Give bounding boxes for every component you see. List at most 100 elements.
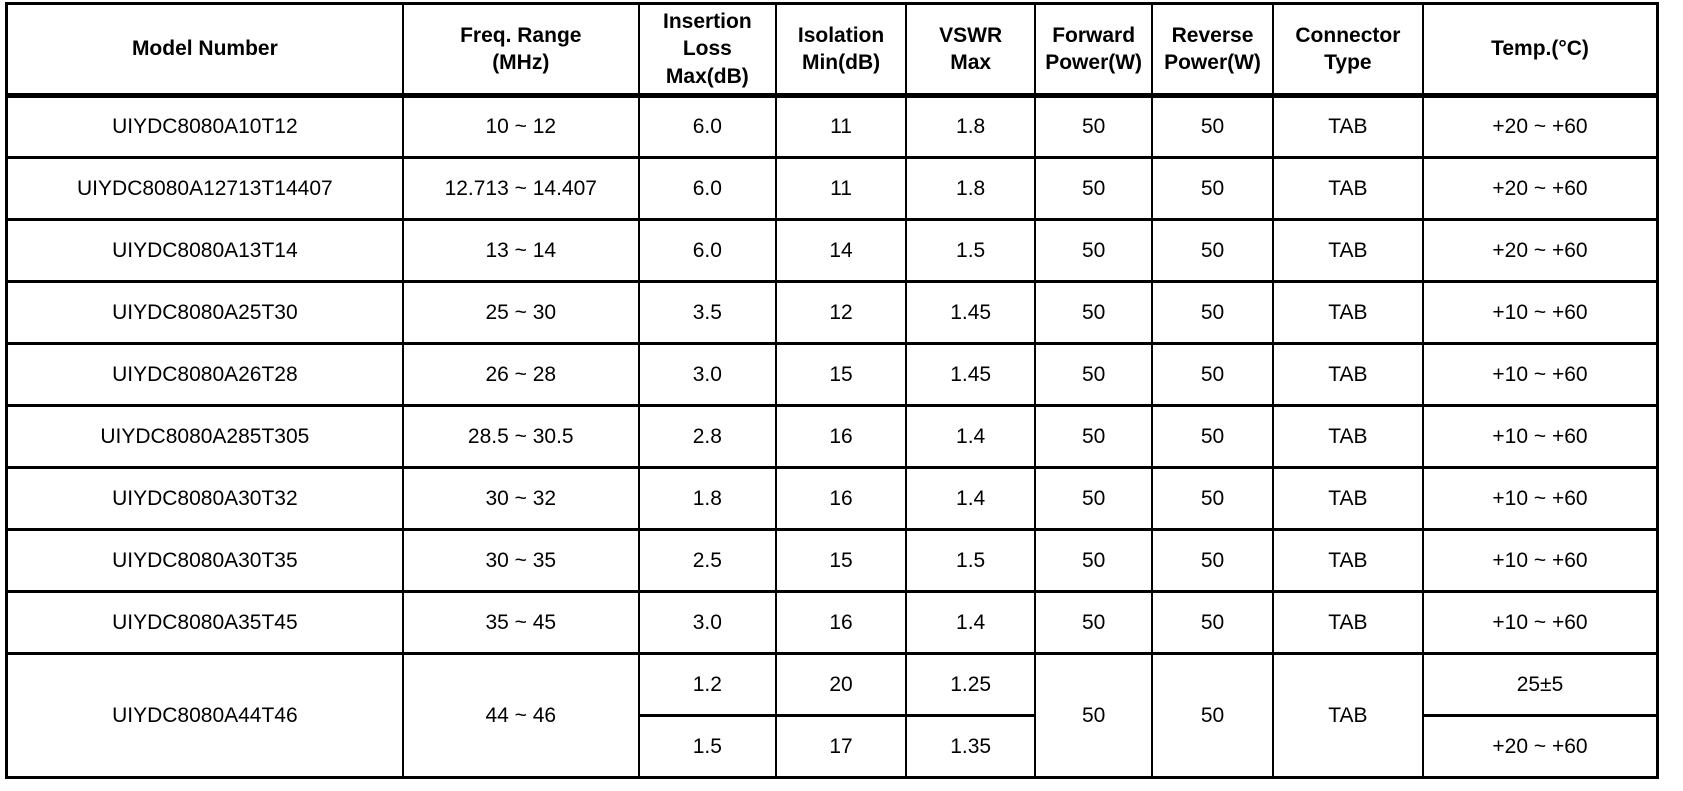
cell-freq-range: 25 ~ 30 [401, 280, 640, 345]
cell-temperature: +10 ~ +60 [1422, 280, 1659, 345]
cell-model-number: UIYDC8080A285T305 [5, 404, 404, 469]
table-row: 1.5 17 1.35 +20 ~ +60 [7, 714, 1659, 779]
cell-vswr: 1.35 [905, 714, 1037, 779]
cell-temperature: +20 ~ +60 [1422, 218, 1659, 283]
cell-model-number: UIYDC8080A25T30 [5, 280, 404, 345]
table-row: UIYDC8080A30T32 30 ~ 32 1.8 16 1.4 50 50 TAB +10… [5, 466, 1659, 531]
cell-temperature: +10 ~ +60 [1422, 466, 1659, 531]
cell-connector-type: TAB [1271, 280, 1425, 345]
cell-insertion-loss: 1.5 [637, 714, 777, 779]
cell-insertion-loss: 3.5 [637, 280, 777, 345]
cell-reverse-power: 50 [1151, 94, 1274, 159]
cell-isolation: 12 [774, 280, 908, 345]
cell-vswr: 1.45 [905, 280, 1037, 345]
cell-forward-power: 50 [1034, 94, 1154, 159]
column-header-freq-range: Freq. Range (MHz) [401, 2, 640, 98]
cell-freq-range: 13 ~ 14 [401, 218, 640, 283]
cell-insertion-loss: 6.0 [637, 156, 777, 221]
cell-connector-type: TAB [1271, 528, 1425, 593]
cell-temperature: +20 ~ +60 [1422, 94, 1659, 159]
cell-model-number: UIYDC8080A12713T14407 [5, 156, 404, 221]
cell-model-number: UIYDC8080A10T12 [5, 94, 404, 159]
cell-temperature: +10 ~ +60 [1422, 528, 1659, 593]
cell-reverse-power: 50 [1151, 590, 1274, 655]
cell-insertion-loss: 3.0 [637, 342, 777, 407]
cell-isolation: 16 [774, 404, 908, 469]
cell-forward-power: 50 [1034, 528, 1154, 593]
cell-forward-power: 50 [1034, 342, 1154, 407]
cell-reverse-power: 50 [1151, 404, 1274, 469]
cell-forward-power: 50 [1034, 280, 1154, 345]
cell-isolation: 20 [774, 652, 908, 717]
cell-insertion-loss: 6.0 [637, 218, 777, 283]
cell-freq-range: 44 ~ 46 [401, 652, 640, 779]
table-body: UIYDC8080A10T12 10 ~ 12 6.0 11 1.8 50 50 TAB +20… [5, 94, 1659, 779]
cell-insertion-loss: 3.0 [637, 590, 777, 655]
cell-reverse-power: 50 [1151, 156, 1274, 221]
column-header-connector-type: Connector Type [1271, 2, 1425, 98]
cell-vswr: 1.5 [905, 528, 1037, 593]
table-row: UIYDC8080A25T30 25 ~ 30 3.5 12 1.45 50 50 TAB +1… [5, 280, 1659, 345]
cell-reverse-power: 50 [1151, 280, 1274, 345]
column-header-insertion-loss: Insertion Loss Max(dB) [637, 2, 777, 98]
cell-model-number: UIYDC8080A26T28 [5, 342, 404, 407]
cell-connector-type: TAB [1271, 94, 1425, 159]
spec-table: Model Number Freq. Range (MHz) Insertion L… [5, 2, 1659, 779]
cell-freq-range: 12.713 ~ 14.407 [401, 156, 640, 221]
cell-freq-range: 10 ~ 12 [401, 94, 640, 159]
cell-connector-type: TAB [1271, 342, 1425, 407]
cell-vswr: 1.5 [905, 218, 1037, 283]
cell-isolation: 11 [774, 156, 908, 221]
cell-isolation: 16 [774, 466, 908, 531]
cell-freq-range: 30 ~ 35 [401, 528, 640, 593]
table-header: Model Number Freq. Range (MHz) Insertion L… [5, 2, 1659, 98]
table-row: UIYDC8080A12713T14407 12.713 ~ 14.407 6.0 1… [5, 156, 1659, 221]
cell-forward-power: 50 [1034, 156, 1154, 221]
column-header-temperature: Temp.(°C) [1422, 2, 1659, 98]
cell-vswr: 1.4 [905, 590, 1037, 655]
cell-reverse-power: 50 [1151, 218, 1274, 283]
cell-isolation: 15 [774, 528, 908, 593]
cell-reverse-power: 50 [1151, 466, 1274, 531]
cell-forward-power: 50 [1034, 590, 1154, 655]
cell-connector-type: TAB [1271, 156, 1425, 221]
cell-temperature: +10 ~ +60 [1422, 590, 1659, 655]
column-header-isolation: Isolation Min(dB) [774, 2, 908, 98]
column-header-reverse-power: Reverse Power(W) [1151, 2, 1274, 98]
cell-isolation: 14 [774, 218, 908, 283]
table-row: UIYDC8080A285T305 28.5 ~ 30.5 2.8 16 1.4 50 50… [5, 404, 1659, 469]
table-row: UIYDC8080A30T35 30 ~ 35 2.5 15 1.5 50 50 TAB +10… [5, 528, 1659, 593]
cell-forward-power: 50 [1034, 404, 1154, 469]
cell-model-number: UIYDC8080A13T14 [5, 218, 404, 283]
cell-forward-power: 50 [1034, 218, 1154, 283]
table-row: UIYDC8080A26T28 26 ~ 28 3.0 15 1.45 50 50 TAB +1… [5, 342, 1659, 407]
cell-insertion-loss: 2.5 [637, 528, 777, 593]
table-row: UIYDC8080A44T46 44 ~ 46 1.2 20 1.25 50 50 TAB 25… [5, 652, 1659, 779]
cell-connector-type: TAB [1271, 652, 1425, 779]
cell-temperature: 25±5 [1422, 652, 1659, 717]
cell-model-number: UIYDC8080A30T32 [5, 466, 404, 531]
cell-forward-power: 50 [1034, 466, 1154, 531]
cell-freq-range: 26 ~ 28 [401, 342, 640, 407]
cell-isolation: 11 [774, 94, 908, 159]
cell-temperature: +20 ~ +60 [1422, 156, 1659, 221]
cell-connector-type: TAB [1271, 466, 1425, 531]
table-row: UIYDC8080A13T14 13 ~ 14 6.0 14 1.5 50 50 TAB +20… [5, 218, 1659, 283]
cell-vswr: 1.8 [905, 94, 1037, 159]
cell-insertion-loss: 1.2 [637, 652, 777, 717]
cell-insertion-loss: 2.8 [637, 404, 777, 469]
cell-isolation: 17 [774, 714, 908, 779]
cell-connector-type: TAB [1271, 590, 1425, 655]
cell-isolation: 15 [774, 342, 908, 407]
cell-reverse-power: 50 [1151, 342, 1274, 407]
cell-model-number: UIYDC8080A35T45 [5, 590, 404, 655]
table-row: UIYDC8080A10T12 10 ~ 12 6.0 11 1.8 50 50 TAB +20… [5, 94, 1659, 159]
cell-model-number: UIYDC8080A44T46 [5, 652, 404, 779]
cell-insertion-loss: 1.8 [637, 466, 777, 531]
cell-temperature: +10 ~ +60 [1422, 342, 1659, 407]
cell-connector-type: TAB [1271, 404, 1425, 469]
cell-temperature: +10 ~ +60 [1422, 404, 1659, 469]
cell-forward-power: 50 [1034, 652, 1154, 779]
cell-isolation: 16 [774, 590, 908, 655]
cell-insertion-loss: 6.0 [637, 94, 777, 159]
